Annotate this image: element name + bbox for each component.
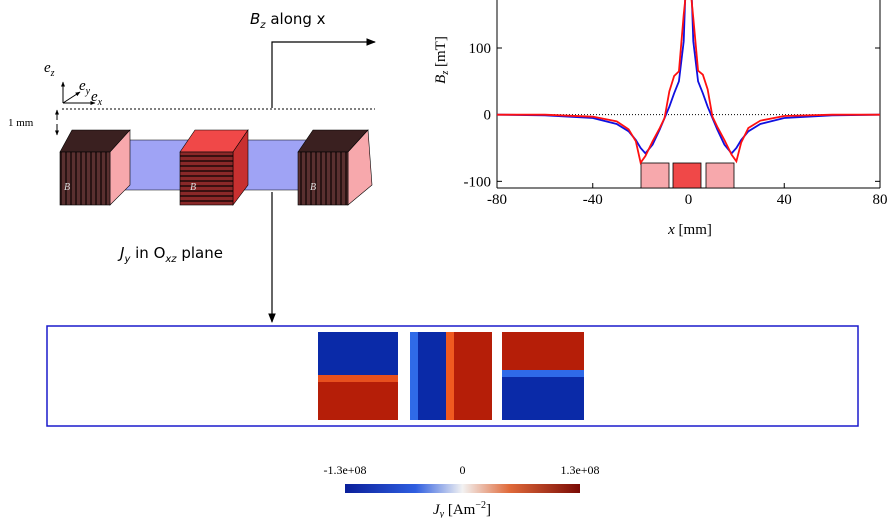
axis-label: ex (91, 89, 103, 108)
colorbar-label: Jy [Am−2] (433, 500, 491, 518)
data-line (497, 0, 880, 165)
heat-block (454, 332, 492, 420)
profile-arrow (271, 38, 376, 108)
y-tick-label: -100 (464, 174, 492, 190)
y-tick-label: 0 (484, 108, 492, 124)
chart: x [mm] Bz [mT] -100 0 100 -80 -40 0 40 80 (433, 0, 888, 238)
panel-frame (46, 325, 859, 427)
heat-block (502, 377, 584, 420)
spacing-label: 1 mm (8, 117, 34, 129)
diagram: Bz along x ez ey ex 1 mm B B B Jy in Oxz… (8, 10, 376, 323)
data-line (497, 0, 880, 155)
heat-block (318, 375, 398, 382)
y-axis-label: Bz [mT] (433, 36, 451, 84)
heat-block (502, 332, 584, 370)
cube-front (297, 151, 349, 206)
axis-label: ez (44, 60, 55, 79)
x-tick-label: 0 (685, 192, 693, 208)
axis-arrow (62, 91, 81, 104)
x-tick-label: -40 (583, 192, 603, 208)
colorbar-tick-label: -1.3e+08 (323, 463, 366, 477)
axis-label: ey (79, 78, 91, 97)
current-panel: Jy [Am−2] (46, 325, 859, 518)
magnet-label: B (64, 182, 70, 193)
magnet-label: B (190, 182, 196, 193)
cube-front (179, 151, 234, 206)
magnet-box (672, 162, 702, 189)
colorbar (345, 484, 580, 493)
y-tick-label: 100 (469, 41, 492, 57)
magnet-box (705, 162, 735, 189)
heat-block (410, 332, 418, 420)
heat-block (318, 332, 398, 375)
heat-block (446, 332, 454, 420)
colorbar-tick-label: 1.3e+08 (560, 463, 599, 477)
x-tick-label: 40 (777, 192, 792, 208)
x-tick-label: -80 (487, 192, 507, 208)
cube-front (59, 151, 111, 206)
bottom-label: Jy in Oxz plane (117, 244, 223, 265)
top-label: Bz along x (250, 10, 326, 31)
x-tick-label: 80 (873, 192, 888, 208)
magnet-box (640, 162, 670, 189)
heat-block (318, 382, 398, 420)
colorbar-tick-label: 0 (460, 463, 466, 477)
magnet-label: B (310, 182, 316, 193)
heat-block (502, 370, 584, 377)
x-axis-label: x [mm] (667, 222, 712, 238)
